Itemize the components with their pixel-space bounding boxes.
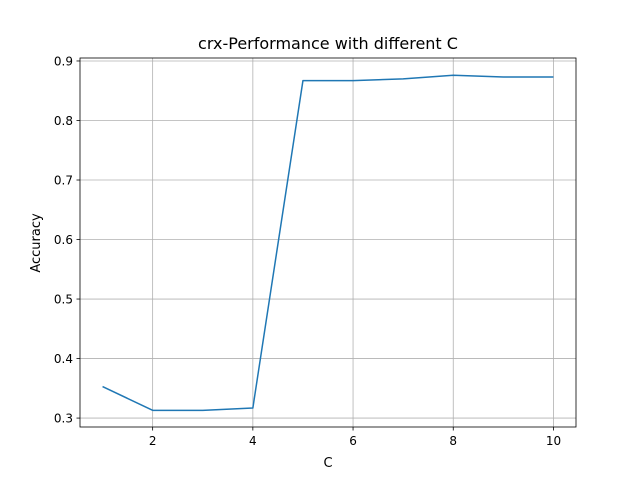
x-axis-label: C [323, 456, 332, 471]
x-tick-label: 2 [149, 434, 157, 448]
y-tick-label: 0.4 [54, 352, 73, 366]
x-tick-label: 4 [249, 434, 257, 448]
y-tick-label: 0.6 [54, 233, 73, 247]
y-tick-label: 0.3 [54, 412, 73, 426]
y-tick-label: 0.9 [54, 54, 73, 68]
series-line [102, 74, 554, 412]
x-tick-label: 10 [546, 434, 561, 448]
y-tick-label: 0.7 [54, 174, 73, 188]
y-tick-label: 0.5 [54, 293, 73, 307]
chart-title: crx-Performance with different C [198, 34, 458, 53]
x-tick-label: 8 [449, 434, 457, 448]
plot-area: 2 4 6 8 10 0.3 0.4 0.5 0.6 0.7 0.8 0.9 [54, 54, 577, 448]
x-tick-label: 6 [349, 434, 357, 448]
y-axis-label: Accuracy [29, 213, 44, 273]
axes-frame [79, 57, 577, 428]
y-tick-label: 0.8 [54, 114, 73, 128]
